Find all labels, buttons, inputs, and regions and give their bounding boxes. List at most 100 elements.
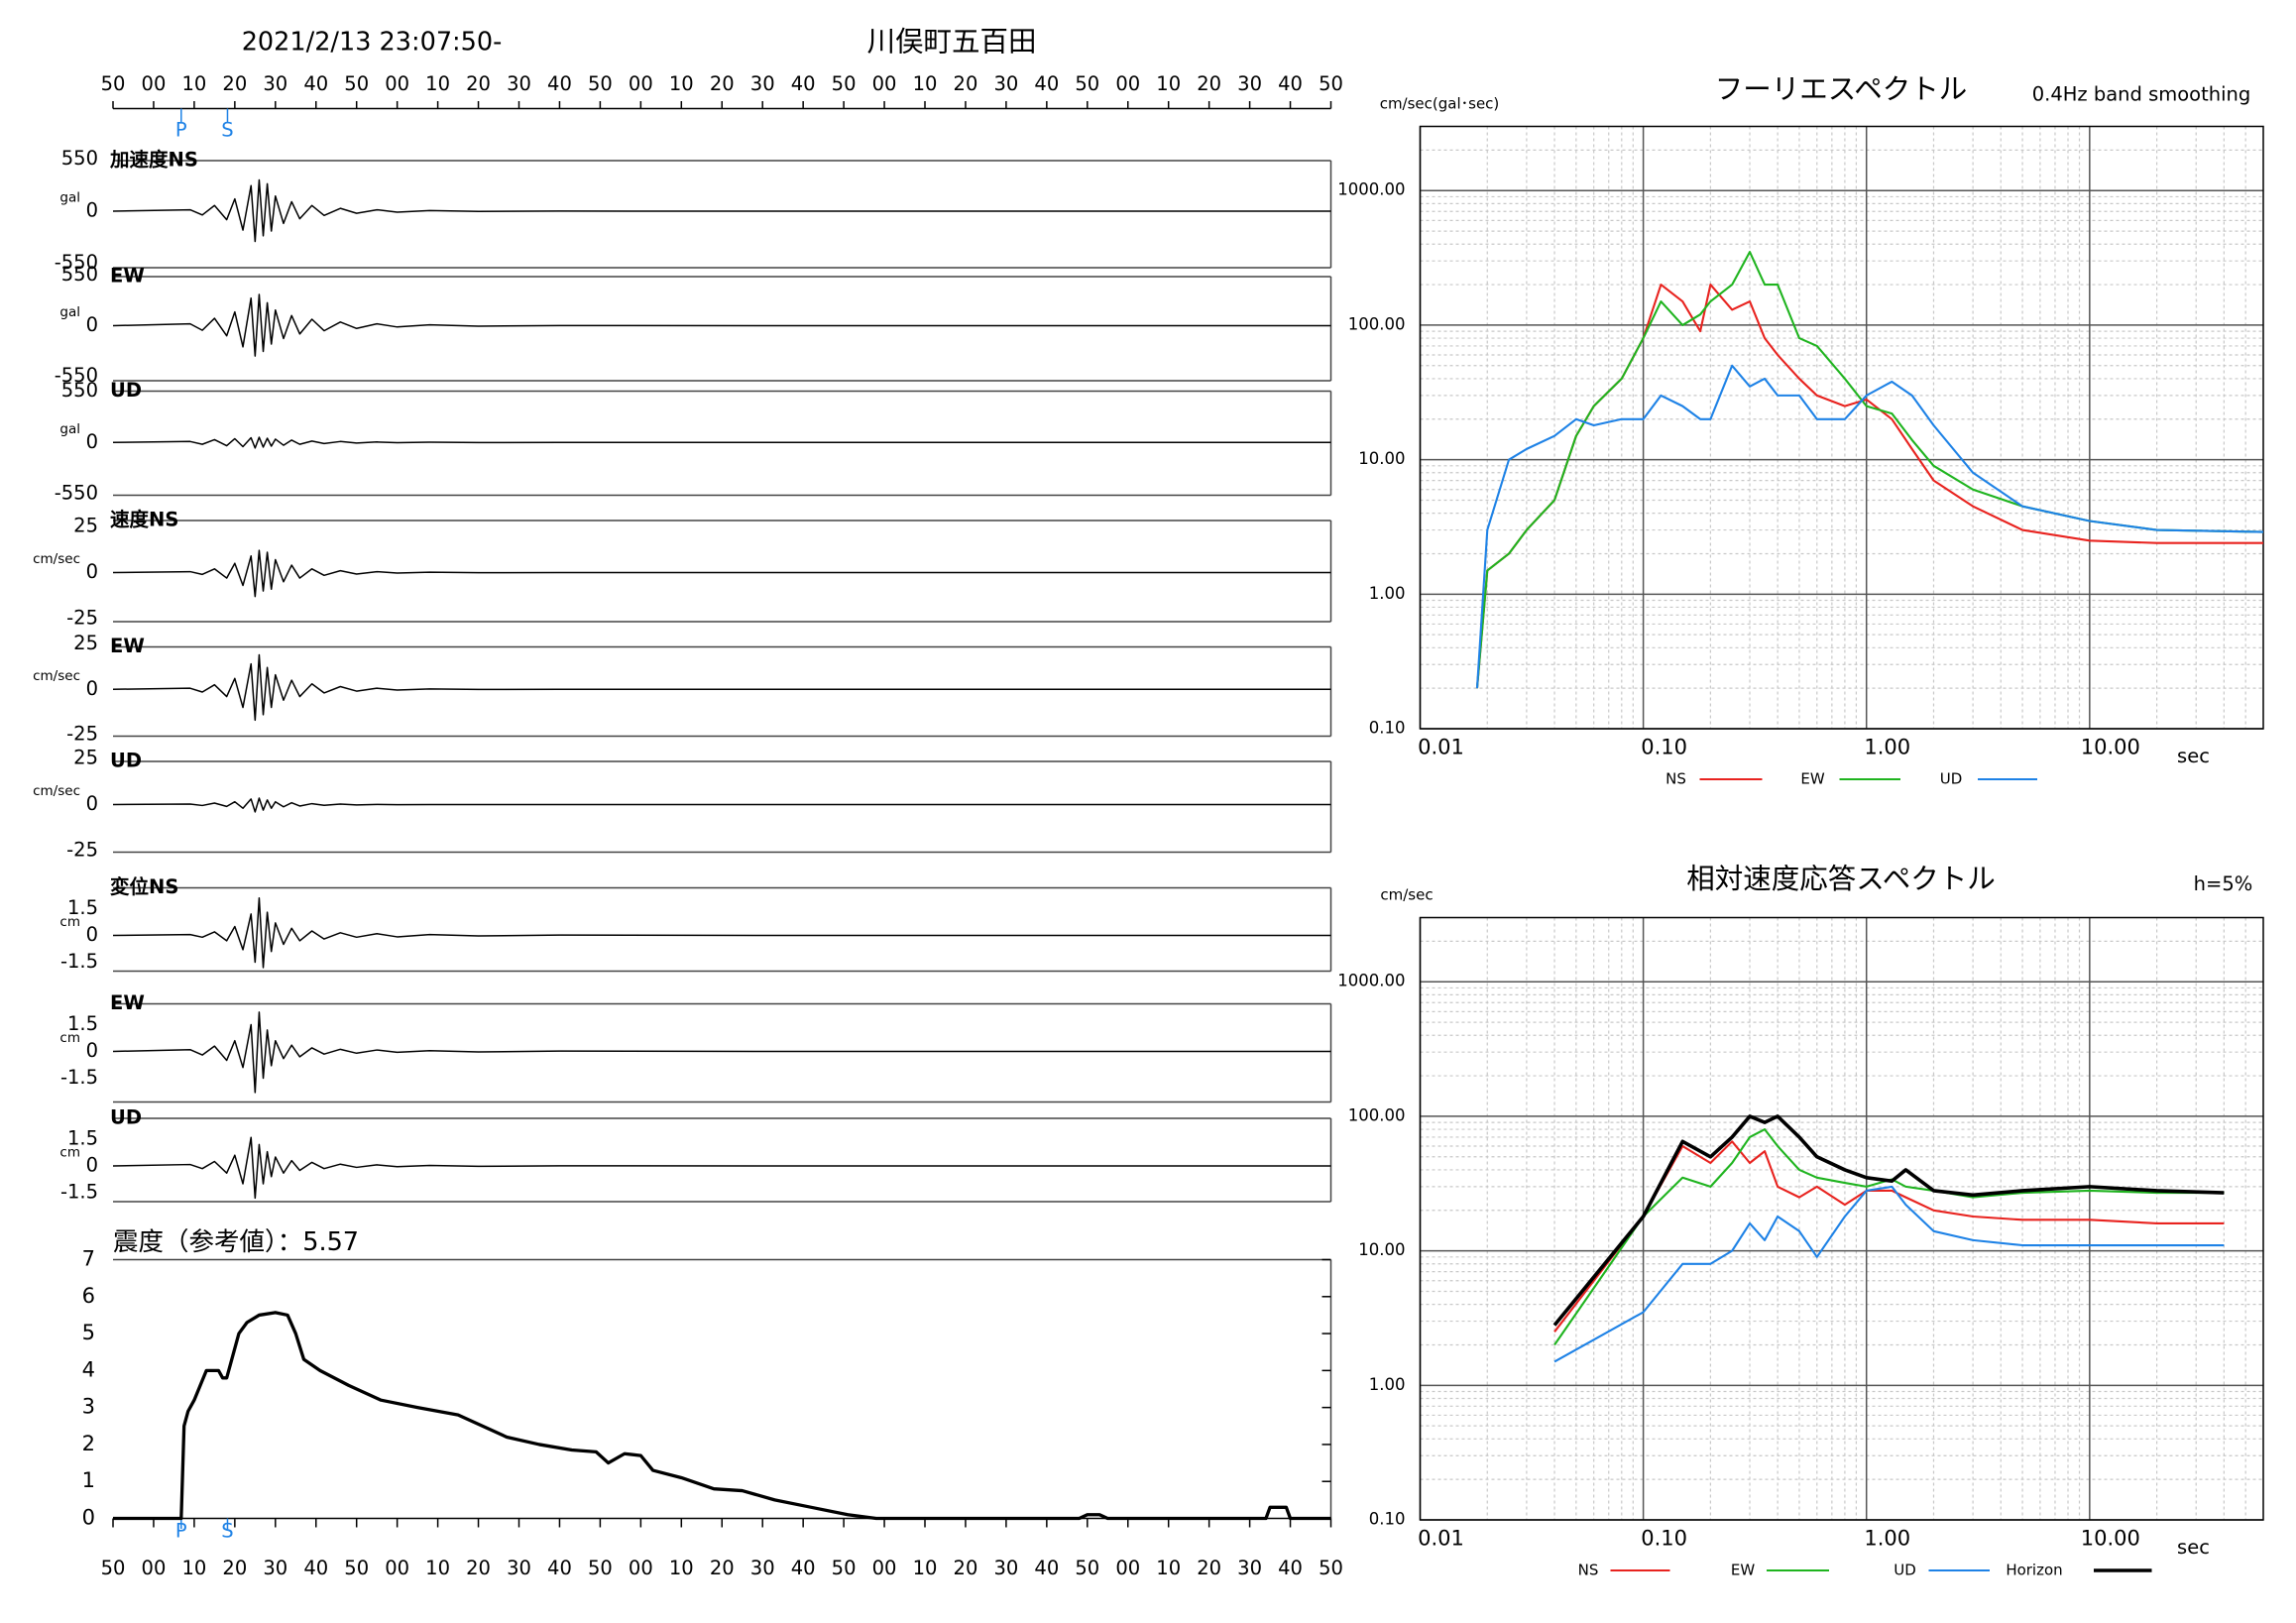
x-tick-label: 0.01 <box>1418 736 1464 759</box>
waveform-trace <box>112 1136 1331 1200</box>
legend-label: Horizon <box>2006 1562 2062 1579</box>
y-tick-label: 0 <box>82 1506 95 1530</box>
panel-label: UD <box>110 1106 142 1129</box>
y-tick-label: 0 <box>86 199 98 222</box>
time-tick-label: 10 <box>913 72 938 95</box>
panel-label: 速度NS <box>110 509 178 531</box>
time-tick-label: 10 <box>1156 1557 1181 1579</box>
time-tick-label: 20 <box>222 72 247 95</box>
time-tick-label: 30 <box>1237 1557 1262 1579</box>
y-tick-label: 4 <box>82 1357 95 1381</box>
y-tick-label: 550 <box>61 147 98 170</box>
y-tick-label: 7 <box>82 1247 95 1271</box>
y-axis-label: cm/sec(gal･sec) <box>1380 95 1500 113</box>
waveform-trace <box>112 896 1331 969</box>
time-tick-label: 30 <box>993 72 1018 95</box>
y-tick-label: 550 <box>61 379 98 402</box>
time-tick-label: 50 <box>344 72 369 95</box>
y-tick-label: 1.5 <box>67 896 98 919</box>
y-tick-label: 1000.00 <box>1337 972 1405 990</box>
x-tick-label: 10.00 <box>2081 736 2140 759</box>
y-tick-label: 0 <box>86 1039 98 1062</box>
time-tick-label: 00 <box>872 72 897 95</box>
panel-label: EW <box>110 635 145 657</box>
x-tick-label: 1.00 <box>1864 736 1910 759</box>
legend-label: EW <box>1800 770 1824 788</box>
panel-label: 加速度NS <box>109 149 198 172</box>
time-tick-label: 50 <box>832 1557 857 1579</box>
y-tick-label: 0 <box>86 430 98 453</box>
phase-marker-label: S <box>221 119 233 142</box>
time-tick-label: 40 <box>1034 1557 1059 1579</box>
time-tick-label: 40 <box>547 72 572 95</box>
y-tick-label: -1.5 <box>60 1066 98 1089</box>
x-axis-label: sec <box>2177 745 2210 767</box>
unit-label: gal <box>59 190 80 206</box>
time-tick-label: 10 <box>181 1557 206 1579</box>
y-tick-label: -550 <box>55 364 98 387</box>
legend-label: NS <box>1665 770 1686 788</box>
y-tick-label: -550 <box>55 482 98 505</box>
time-tick-label: 40 <box>1034 72 1059 95</box>
y-tick-label: 25 <box>73 515 98 537</box>
y-tick-label: 0.10 <box>1369 719 1406 738</box>
panel-label: EW <box>110 265 145 288</box>
time-tick-label: 20 <box>954 1557 978 1579</box>
spectrum-line <box>1475 364 2264 689</box>
legend-label: UD <box>1940 770 1963 788</box>
time-tick-label: 40 <box>1278 72 1303 95</box>
y-tick-label: 0 <box>86 792 98 815</box>
spectrum-line <box>1553 1140 2225 1333</box>
y-tick-label: 1000.00 <box>1337 180 1405 199</box>
unit-label: cm/sec <box>33 668 80 684</box>
time-tick-label: 10 <box>913 1557 938 1579</box>
time-tick-label: 50 <box>101 1557 126 1579</box>
x-axis-label: sec <box>2177 1536 2210 1559</box>
waveform-trace <box>112 1011 1331 1094</box>
time-tick-label: 00 <box>385 1557 409 1579</box>
spectrum-line <box>1552 1114 2225 1327</box>
time-tick-label: 10 <box>669 72 694 95</box>
time-tick-label: 40 <box>547 1557 572 1579</box>
time-tick-label: 30 <box>1237 72 1262 95</box>
y-tick-label: 0 <box>86 1154 98 1177</box>
y-tick-label: 1.5 <box>67 1012 98 1035</box>
y-tick-label: 100.00 <box>1348 1105 1406 1124</box>
y-tick-label: 0 <box>86 923 98 946</box>
time-tick-label: 40 <box>791 1557 816 1579</box>
y-tick-label: -25 <box>66 723 98 746</box>
waveform-trace <box>112 653 1331 722</box>
time-tick-label: 50 <box>1319 1557 1343 1579</box>
phase-marker-label: S <box>221 1520 233 1543</box>
time-tick-label: 50 <box>832 72 857 95</box>
phase-marker-label: P <box>175 1520 187 1543</box>
unit-label: cm <box>59 1030 80 1046</box>
time-tick-label: 50 <box>1075 1557 1099 1579</box>
time-tick-label: 00 <box>1115 1557 1140 1579</box>
time-tick-label: 00 <box>142 72 167 95</box>
time-tick-label: 50 <box>1319 72 1343 95</box>
y-tick-label: 3 <box>82 1395 95 1419</box>
time-tick-label: 20 <box>710 1557 735 1579</box>
intensity-line <box>113 1311 1331 1521</box>
time-tick-label: 30 <box>263 72 287 95</box>
time-tick-label: 10 <box>181 72 206 95</box>
time-tick-label: 50 <box>344 1557 369 1579</box>
spectrum-line <box>1553 1185 2225 1363</box>
y-tick-label: 25 <box>73 747 98 769</box>
x-tick-label: 10.00 <box>2081 1527 2140 1551</box>
y-tick-label: 550 <box>61 263 98 286</box>
time-tick-label: 30 <box>750 72 775 95</box>
time-tick-label: 30 <box>263 1557 287 1579</box>
time-tick-label: 20 <box>222 1557 247 1579</box>
time-tick-label: 00 <box>629 1557 653 1579</box>
time-tick-label: 50 <box>588 1557 613 1579</box>
record-datetime: 2021/2/13 23:07:50- <box>242 28 503 58</box>
time-tick-label: 10 <box>425 72 450 95</box>
y-tick-label: 1.00 <box>1369 1375 1406 1394</box>
unit-label: cm <box>59 1145 80 1161</box>
chart-subtitle: 0.4Hz band smoothing <box>2032 83 2251 106</box>
panel-label: EW <box>110 991 145 1014</box>
y-tick-label: 6 <box>82 1284 95 1308</box>
